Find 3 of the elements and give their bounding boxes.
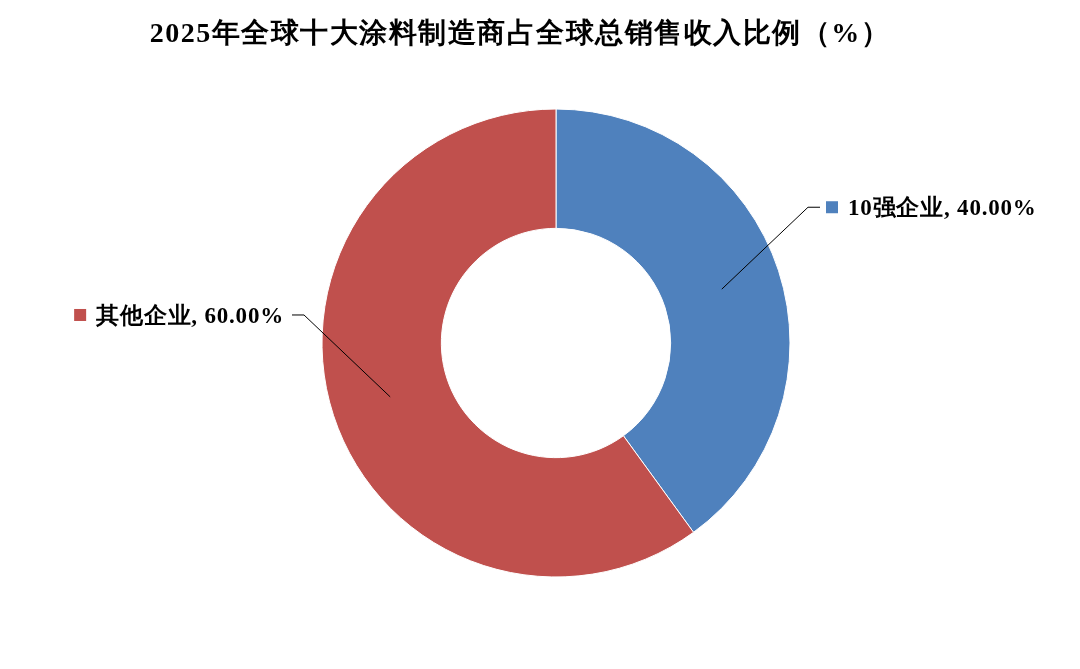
legend-label: 10强企业, 40.00% (848, 195, 1037, 221)
legend-label: 其他企业, 60.00% (95, 303, 284, 329)
chart-title: 2025年全球十大涂料制造商占全球总销售收入比例（%） (149, 17, 891, 48)
